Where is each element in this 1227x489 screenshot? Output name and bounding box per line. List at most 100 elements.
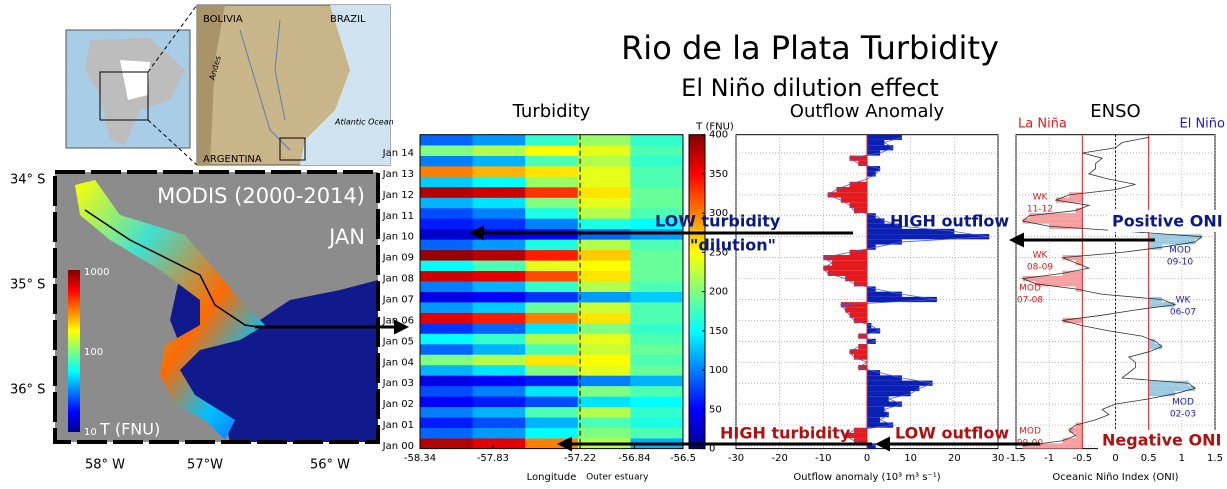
heat-cell <box>630 427 684 439</box>
map-title: MODIS (2000-2014) <box>157 184 365 208</box>
oni-bar <box>1062 270 1083 276</box>
y-tick-label: Jan 11 <box>382 211 414 222</box>
heat-cell <box>525 438 579 449</box>
oni-bar <box>1055 197 1083 203</box>
heat-cell <box>525 249 579 261</box>
panel-title: Turbidity <box>512 101 591 122</box>
y-tick-label: Jan 07 <box>382 295 414 306</box>
heat-cell <box>630 396 684 408</box>
anomaly-bar <box>867 244 876 250</box>
heat-cell <box>472 270 526 282</box>
oni-bar <box>1148 239 1196 245</box>
heat-cell <box>577 197 631 209</box>
oni-bar <box>1029 213 1083 219</box>
heat-cell <box>525 281 579 292</box>
heat-cell <box>577 155 631 167</box>
x-tick-label: -1.5 <box>1006 453 1026 464</box>
anomaly-bar <box>867 213 876 219</box>
oni-line <box>1021 136 1203 447</box>
heat-cell <box>630 323 684 334</box>
annotation: MOD <box>1019 284 1041 294</box>
anomaly-bar <box>845 307 867 313</box>
anomaly-bar <box>867 380 933 386</box>
heat-cell <box>577 207 631 219</box>
x-tick-label: -56.84 <box>618 453 650 464</box>
x-tick-label: 30 <box>992 453 1005 464</box>
oni-bar <box>1148 302 1176 308</box>
heat-cell <box>525 218 579 230</box>
anomaly-bar <box>867 239 902 245</box>
x-tick-label: 10 <box>904 453 917 464</box>
heat-cell <box>577 312 631 324</box>
heat-cell <box>472 239 526 251</box>
anomaly-bar <box>823 255 867 261</box>
heat-cell <box>577 176 631 188</box>
heat-cell <box>525 291 579 303</box>
anomaly-bar <box>823 265 867 271</box>
heat-cell <box>577 281 631 292</box>
anomaly-bar <box>849 155 867 161</box>
frame <box>419 134 684 450</box>
colorbar-tick-label: 200 <box>709 287 728 298</box>
heat-cell <box>472 385 526 397</box>
heat-cell <box>577 218 631 230</box>
oni-bar <box>1148 234 1202 240</box>
anomaly-bar <box>858 333 867 339</box>
y-tick-label: Jan 09 <box>382 253 414 264</box>
anomaly-bar <box>867 296 937 303</box>
oni-bar <box>1062 255 1083 261</box>
y-tick-label: Jan 02 <box>382 399 414 410</box>
heat-cell <box>630 239 684 251</box>
heat-cell <box>472 166 526 177</box>
heat-cell <box>472 281 526 292</box>
anomaly-bar <box>853 281 867 287</box>
anomaly-bar <box>858 160 867 167</box>
callout: Negative ONI <box>1102 431 1221 450</box>
anomaly-bar <box>853 427 867 433</box>
heat-cell <box>420 427 474 439</box>
oni-bar <box>1049 223 1083 229</box>
anomaly-bar <box>867 166 881 172</box>
inset-maps <box>65 4 391 166</box>
x-tick-label: -10 <box>815 453 831 464</box>
oni-bar <box>1075 207 1083 214</box>
anomaly-bar <box>849 202 867 208</box>
inset-label: Atlantic Ocean <box>334 118 394 127</box>
anomaly-bar <box>867 171 876 177</box>
heat-cell <box>472 302 526 313</box>
heat-cell <box>577 239 631 251</box>
heat-cell <box>472 364 526 376</box>
heat-cell <box>420 364 474 376</box>
oni-bar <box>1075 422 1083 428</box>
anomaly-bar <box>867 406 885 412</box>
anomaly-bar <box>867 323 872 329</box>
heat-cell <box>630 176 684 188</box>
heat-cell <box>630 145 684 156</box>
callout: Positive ONI <box>1112 212 1223 231</box>
heat-cell <box>525 385 579 397</box>
heat-cell <box>420 228 474 240</box>
lon-label: 57°W <box>187 458 223 473</box>
x-tick-label: -30 <box>728 453 744 464</box>
heat-cell <box>420 270 474 282</box>
heat-cell <box>525 343 579 355</box>
side-label: El Niño <box>1180 117 1226 132</box>
heat-cell <box>525 354 579 366</box>
heat-cell <box>630 197 684 209</box>
anomaly-bar <box>853 354 867 360</box>
heat-cell <box>577 385 631 397</box>
heat-cell <box>577 291 631 303</box>
anomaly-line <box>822 136 990 447</box>
x-tick-label: -20 <box>771 453 787 464</box>
heat-cell <box>577 134 631 146</box>
y-tick-label: Jan 10 <box>382 232 414 243</box>
heat-cell <box>577 343 631 355</box>
oni-bar <box>1035 281 1083 287</box>
heat-cell <box>525 145 579 156</box>
heat-cell <box>420 166 474 177</box>
heat-cell <box>420 155 474 167</box>
heat-cell <box>630 312 684 324</box>
callout: HIGH turbidity <box>720 424 851 443</box>
inset-label: BRAZIL <box>330 14 366 25</box>
